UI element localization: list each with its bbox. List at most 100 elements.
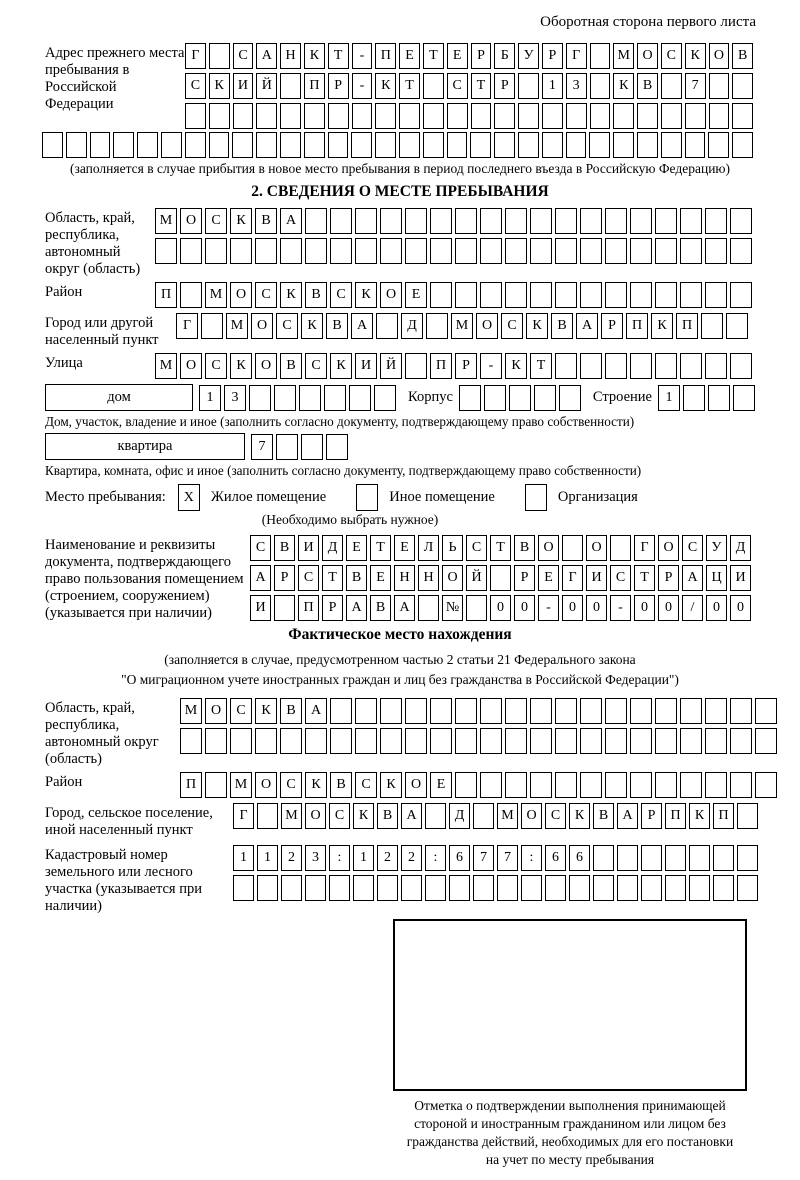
char-box: Е <box>394 535 415 561</box>
char-box: И <box>232 73 254 99</box>
char-box <box>137 132 158 158</box>
char-box <box>732 384 755 411</box>
prev-address-row-4 <box>42 132 800 158</box>
char-box: : <box>425 845 446 871</box>
char-box <box>497 875 518 901</box>
char-box: Р <box>455 353 477 379</box>
char-box: С <box>355 772 377 798</box>
actual-location-note: (заполняется в случае, предусмотренном ч… <box>0 650 800 690</box>
char-box <box>274 384 296 411</box>
char-box: Т <box>399 73 420 99</box>
cadastral-row: Кадастровый номер земельного или лесного… <box>45 845 800 915</box>
char-box: В <box>326 313 348 339</box>
section2-street-label: Улица <box>45 355 83 371</box>
char-box: - <box>538 595 559 621</box>
char-box: Р <box>274 565 295 591</box>
char-box <box>737 845 758 871</box>
char-box <box>610 535 631 561</box>
char-box <box>281 875 302 901</box>
char-box <box>730 698 752 724</box>
char-box: Р <box>494 73 516 99</box>
char-box <box>530 728 552 754</box>
char-box <box>205 238 227 264</box>
char-box <box>279 132 301 158</box>
char-box: Т <box>530 353 552 379</box>
char-box: С <box>205 353 227 379</box>
char-box <box>398 132 420 158</box>
char-box: 2 <box>377 845 398 871</box>
char-box <box>185 103 206 129</box>
char-box: В <box>255 208 277 234</box>
char-box <box>705 208 727 234</box>
char-box: Т <box>322 565 343 591</box>
char-box <box>518 103 539 129</box>
char-box: В <box>274 535 295 561</box>
char-box <box>613 132 634 158</box>
actual-location-title: Фактическое место нахождения <box>288 626 512 643</box>
char-box <box>280 728 302 754</box>
char-box: С <box>660 43 682 69</box>
char-box <box>470 103 492 129</box>
char-box: О <box>255 353 277 379</box>
char-box: : <box>521 845 542 871</box>
apartment-row: квартира 7 <box>45 433 800 460</box>
char-box: М <box>205 282 227 308</box>
char-box <box>641 875 662 901</box>
char-box <box>508 384 531 411</box>
char-box: Й <box>256 73 278 99</box>
char-box: В <box>305 282 327 308</box>
char-box <box>713 845 734 871</box>
stamp-caption-line3: гражданства действий, необходимых для ег… <box>406 1134 734 1149</box>
char-box: У <box>518 43 539 69</box>
char-box: В <box>377 803 398 829</box>
cadastral-row-2 <box>233 875 761 901</box>
char-box: С <box>230 698 252 724</box>
char-box <box>589 103 611 129</box>
char-box: М <box>613 43 635 69</box>
char-box <box>755 772 777 798</box>
actual-location-note-line1: (заполняется в случае, предусмотренном ч… <box>164 652 636 667</box>
char-box: О <box>305 803 326 829</box>
char-box <box>617 845 638 871</box>
char-box: Г <box>185 43 206 69</box>
char-box <box>494 103 516 129</box>
char-box: А <box>346 595 367 621</box>
char-box <box>480 772 502 798</box>
char-box: О <box>205 698 227 724</box>
char-box <box>208 43 230 69</box>
char-box: 0 <box>514 595 535 621</box>
char-box: М <box>451 313 473 339</box>
char-box <box>473 875 494 901</box>
char-box: О <box>708 43 730 69</box>
char-box <box>355 698 377 724</box>
char-box <box>630 728 652 754</box>
char-box: А <box>305 698 327 724</box>
actual-district-label: Район <box>45 774 83 790</box>
char-box <box>326 433 348 460</box>
char-box: К <box>305 772 327 798</box>
char-box <box>330 238 352 264</box>
char-box <box>455 238 477 264</box>
char-box <box>355 208 377 234</box>
char-box: С <box>305 353 327 379</box>
char-box: Р <box>541 43 563 69</box>
char-box: А <box>682 565 703 591</box>
char-box: Т <box>422 43 444 69</box>
char-box <box>580 282 602 308</box>
char-box: Е <box>405 282 427 308</box>
char-box <box>280 238 302 264</box>
char-box: 3 <box>565 73 587 99</box>
char-box: С <box>610 565 631 591</box>
char-box <box>730 353 752 379</box>
char-box <box>230 238 252 264</box>
char-box <box>541 132 563 158</box>
char-box <box>655 208 677 234</box>
char-box <box>665 845 686 871</box>
char-box <box>299 384 321 411</box>
char-box <box>655 772 677 798</box>
char-box <box>380 698 402 724</box>
char-box: А <box>617 803 638 829</box>
char-box: Г <box>634 535 655 561</box>
